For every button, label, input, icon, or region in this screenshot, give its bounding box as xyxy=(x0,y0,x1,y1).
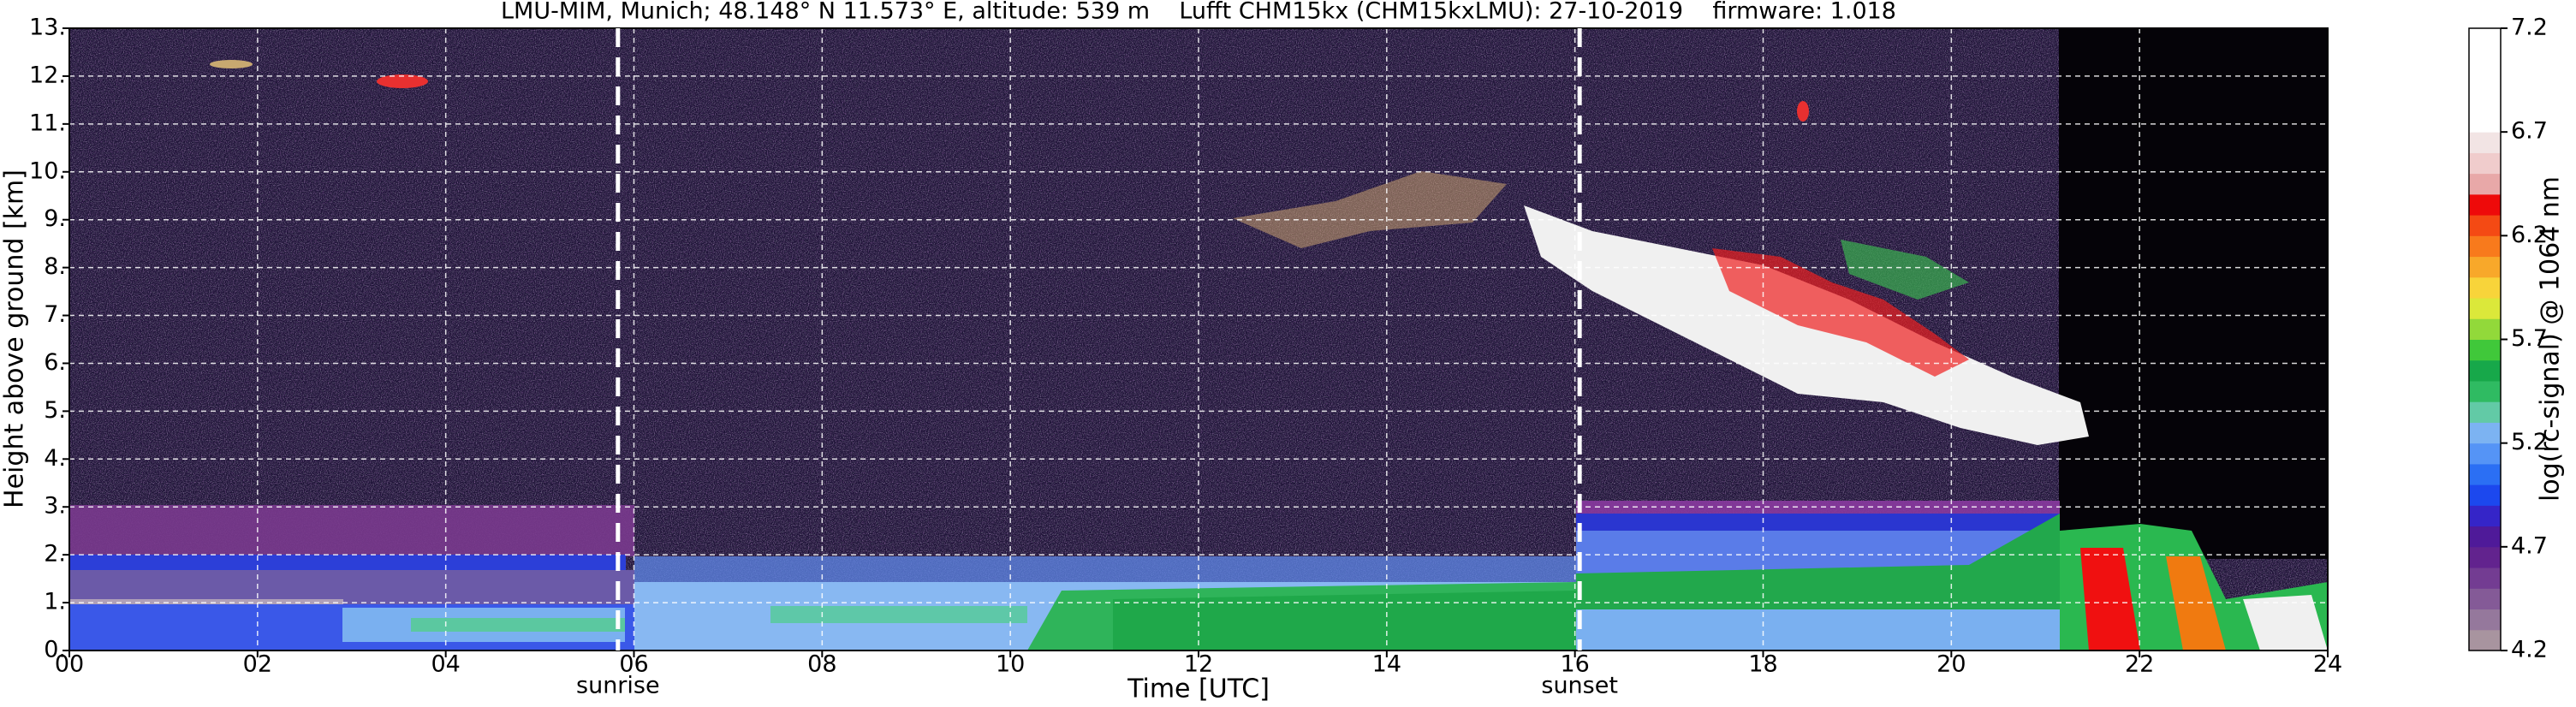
colorbar-swatch xyxy=(2469,463,2501,485)
x-axis-label: Time [UTC] xyxy=(1127,674,1270,704)
x-tick-label: 18 xyxy=(1748,651,1777,678)
x-tick-label: 10 xyxy=(996,651,1025,678)
colorbar-swatch xyxy=(2469,276,2501,299)
colorbar-swatch xyxy=(2469,422,2501,444)
chart-title: LMU-MIM, Munich; 48.148° N 11.573° E, al… xyxy=(501,0,1896,25)
y-tick-label: 10. xyxy=(29,157,66,184)
colorbar-swatch xyxy=(2469,629,2501,651)
colorbar-tick-label: 5.2 xyxy=(2511,429,2548,455)
colorbar-swatch xyxy=(2469,588,2501,610)
colorbar-swatch xyxy=(2469,484,2501,506)
annotation-label: sunrise xyxy=(576,673,660,699)
x-tick-label: 16 xyxy=(1560,651,1589,678)
annotation-label: sunset xyxy=(1541,673,1618,699)
colorbar-swatch xyxy=(2469,110,2501,133)
y-tick-label: 8. xyxy=(44,253,66,280)
colorbar-swatch xyxy=(2469,443,2501,465)
colorbar-swatch xyxy=(2469,526,2501,548)
y-tick-label: 6. xyxy=(44,349,66,376)
colorbar-swatch xyxy=(2469,215,2501,236)
x-tick-label: 14 xyxy=(1372,651,1401,678)
colorbar-swatch xyxy=(2469,380,2501,402)
colorbar-swatch xyxy=(2469,401,2501,423)
colorbar-swatch xyxy=(2469,49,2501,70)
y-tick-label: 0. xyxy=(44,637,66,663)
x-tick-label: 20 xyxy=(1936,651,1966,678)
x-tick-label: 22 xyxy=(2125,651,2154,678)
x-tick-label: 24 xyxy=(2313,651,2342,678)
y-tick-label: 2. xyxy=(44,541,66,567)
x-tick-label: 06 xyxy=(619,651,648,678)
x-tick-label: 12 xyxy=(1184,651,1213,678)
x-tick-label: 04 xyxy=(431,651,460,678)
y-tick-label: 11. xyxy=(29,110,66,136)
colorbar-swatch xyxy=(2469,339,2501,361)
colorbar-tick-label: 6.2 xyxy=(2511,222,2548,248)
colorbar-swatch xyxy=(2469,235,2501,258)
colorbar-swatch xyxy=(2469,505,2501,527)
y-tick-label: 9. xyxy=(44,205,66,232)
colorbar-swatch xyxy=(2469,28,2501,50)
colorbar-swatch xyxy=(2469,173,2501,195)
colorbar-swatch xyxy=(2469,152,2501,175)
colorbar-swatch xyxy=(2469,567,2501,589)
colorbar-swatch xyxy=(2469,546,2501,568)
colorbar-label: log(rc-signal) @ 1064 nm xyxy=(2536,176,2566,502)
colorbar-swatch xyxy=(2469,132,2501,153)
colorbar-swatch xyxy=(2469,298,2501,319)
y-tick-label: 4. xyxy=(44,445,66,472)
y-tick-label: 5. xyxy=(44,397,66,424)
colorbar-tick-label: 4.2 xyxy=(2511,637,2548,663)
y-axis-label: Height above ground [km] xyxy=(0,169,30,508)
colorbar-swatch xyxy=(2469,359,2501,382)
y-tick-label: 12. xyxy=(29,62,66,88)
colorbar-swatch xyxy=(2469,256,2501,278)
x-tick-label: 02 xyxy=(243,651,272,678)
colorbar-tick-label: 4.7 xyxy=(2511,532,2548,559)
colorbar-swatch xyxy=(2469,90,2501,112)
y-tick-label: 13. xyxy=(29,15,66,41)
x-tick-label: 08 xyxy=(807,651,836,678)
colorbar-swatch xyxy=(2469,609,2501,631)
colorbar-swatch xyxy=(2469,193,2501,216)
colorbar-swatch xyxy=(2469,69,2501,92)
y-tick-label: 7. xyxy=(44,301,66,328)
y-tick-label: 1. xyxy=(44,589,66,615)
y-tick-label: 3. xyxy=(44,493,66,520)
colorbar-swatch xyxy=(2469,318,2501,340)
x-tick-label: 00 xyxy=(55,651,84,678)
colorbar-tick-label: 6.7 xyxy=(2511,118,2548,145)
colorbar-tick-label: 5.7 xyxy=(2511,325,2548,352)
colorbar-tick-label: 7.2 xyxy=(2511,15,2548,41)
